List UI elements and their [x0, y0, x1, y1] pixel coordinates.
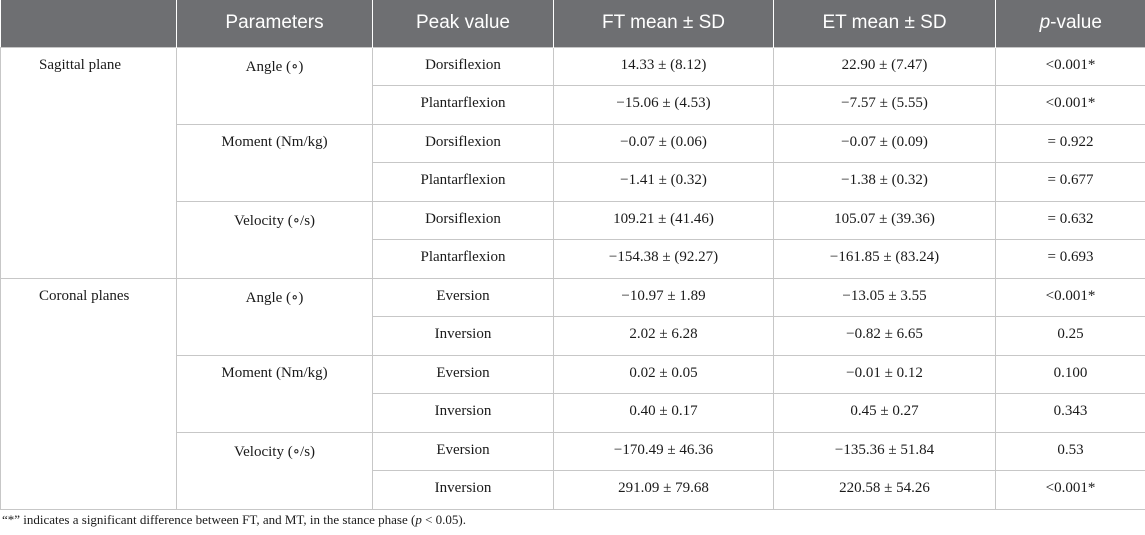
p-value-cell: = 0.632	[995, 200, 1145, 240]
group-label: Sagittal plane	[0, 46, 177, 279]
footnote-p-italic: p	[415, 512, 422, 527]
p-value-cell: <0.001*	[995, 46, 1145, 86]
header-p-rest: -value	[1050, 12, 1102, 34]
table-row: Inversion 291.09 ± 79.68 220.58 ± 54.26 <0.…	[1, 470, 1145, 510]
ft-mean-sd-cell: 109.21 ± (41.46)	[553, 200, 774, 240]
header-row: Parameters Peak value FT mean ± SD ET me…	[0, 0, 1145, 47]
ft-mean-sd-cell: 14.33 ± (8.12)	[553, 46, 774, 86]
results-table: Parameters Peak value FT mean ± SD ET me…	[0, 0, 1145, 510]
table-row: Velocity (∘/s) Dorsiflexion 109.21 ± (41.4…	[1, 200, 1145, 279]
ft-mean-sd-cell: 291.09 ± 79.68	[553, 470, 774, 510]
et-mean-sd-cell: −0.82 ± 6.65	[773, 316, 996, 356]
table-row: Inversion 2.02 ± 6.28 −0.82 ± 6.65 0.25	[1, 316, 1145, 356]
et-mean-sd-cell: −161.85 ± (83.24)	[773, 239, 996, 279]
peak-value-cell: Plantarflexion	[372, 239, 554, 279]
table-row: Plantarflexion −154.38 ± (92.27) −161.85 ±…	[1, 239, 1145, 279]
parameter-label: Moment (Nm/kg)	[176, 354, 373, 433]
p-value-cell: = 0.922	[995, 123, 1145, 163]
table-row: Moment (Nm/kg) Eversion 0.02 ± 0.05 −0.01 ±…	[1, 354, 1145, 433]
peak-value-cell: Eversion	[372, 277, 554, 317]
parameter-label: Velocity (∘/s)	[176, 431, 373, 510]
p-value-cell: <0.001*	[995, 470, 1145, 510]
peak-value-cell: Inversion	[372, 316, 554, 356]
header-p-value: p-value	[995, 0, 1145, 47]
p-value-cell: <0.001*	[995, 277, 1145, 317]
table-row: Coronal planes Angle (∘) Eversion −10.97 ± …	[0, 277, 1145, 510]
parameter-label: Moment (Nm/kg)	[176, 123, 373, 202]
table-body: Sagittal plane Angle (∘) Dorsiflexion 14.33…	[0, 46, 1145, 510]
ft-mean-sd-cell: −154.38 ± (92.27)	[553, 239, 774, 279]
ft-mean-sd-cell: −170.49 ± 46.36	[553, 431, 774, 471]
ft-mean-sd-cell: −15.06 ± (4.53)	[553, 85, 774, 125]
et-mean-sd-cell: 0.45 ± 0.27	[773, 393, 996, 433]
et-mean-sd-cell: −7.57 ± (5.55)	[773, 85, 996, 125]
p-value-cell: 0.53	[995, 431, 1145, 471]
table-row: Velocity (∘/s) Eversion −170.49 ± 46.36 −13…	[1, 431, 1145, 510]
p-value-cell: 0.100	[995, 354, 1145, 394]
et-mean-sd-cell: 220.58 ± 54.26	[773, 470, 996, 510]
table-row: Plantarflexion −15.06 ± (4.53) −7.57 ± (5.…	[1, 85, 1145, 125]
p-value-cell: 0.343	[995, 393, 1145, 433]
table-footnote: “*” indicates a significant difference b…	[2, 512, 466, 528]
p-value-cell: <0.001*	[995, 85, 1145, 125]
p-value-cell: = 0.677	[995, 162, 1145, 202]
p-value-cell: = 0.693	[995, 239, 1145, 279]
et-mean-sd-cell: 22.90 ± (7.47)	[773, 46, 996, 86]
parameter-label: Angle (∘)	[176, 46, 373, 125]
p-value-cell: 0.25	[995, 316, 1145, 356]
footnote-text-after: < 0.05).	[421, 512, 466, 527]
table-row: Plantarflexion −1.41 ± (0.32) −1.38 ± (0.3…	[1, 162, 1145, 202]
et-mean-sd-cell: −0.01 ± 0.12	[773, 354, 996, 394]
peak-value-cell: Dorsiflexion	[372, 46, 554, 86]
ft-mean-sd-cell: 0.40 ± 0.17	[553, 393, 774, 433]
peak-value-cell: Inversion	[372, 393, 554, 433]
header-parameters: Parameters	[176, 0, 373, 47]
peak-value-cell: Plantarflexion	[372, 162, 554, 202]
ft-mean-sd-cell: −0.07 ± (0.06)	[553, 123, 774, 163]
ft-mean-sd-cell: −10.97 ± 1.89	[553, 277, 774, 317]
peak-value-cell: Eversion	[372, 354, 554, 394]
et-mean-sd-cell: −13.05 ± 3.55	[773, 277, 996, 317]
header-blank	[0, 0, 177, 47]
parameter-label: Velocity (∘/s)	[176, 200, 373, 279]
peak-value-cell: Plantarflexion	[372, 85, 554, 125]
table-header: Parameters Peak value FT mean ± SD ET me…	[0, 0, 1145, 47]
peak-value-cell: Eversion	[372, 431, 554, 471]
ft-mean-sd-cell: 2.02 ± 6.28	[553, 316, 774, 356]
parameter-label: Angle (∘)	[176, 277, 373, 356]
peak-value-cell: Dorsiflexion	[372, 123, 554, 163]
header-ft-mean-sd: FT mean ± SD	[553, 0, 774, 47]
header-peak-value: Peak value	[372, 0, 554, 47]
et-mean-sd-cell: −1.38 ± (0.32)	[773, 162, 996, 202]
ft-mean-sd-cell: 0.02 ± 0.05	[553, 354, 774, 394]
footnote-text-before: “*” indicates a significant difference b…	[2, 512, 416, 527]
et-mean-sd-cell: −0.07 ± (0.09)	[773, 123, 996, 163]
peak-value-cell: Inversion	[372, 470, 554, 510]
header-p-italic: p	[1039, 12, 1051, 34]
et-mean-sd-cell: −135.36 ± 51.84	[773, 431, 996, 471]
header-et-mean-sd: ET mean ± SD	[773, 0, 996, 47]
ft-mean-sd-cell: −1.41 ± (0.32)	[553, 162, 774, 202]
peak-value-cell: Dorsiflexion	[372, 200, 554, 240]
table-row: Moment (Nm/kg) Dorsiflexion −0.07 ± (0.06)…	[1, 123, 1145, 202]
group-label: Coronal planes	[0, 277, 177, 510]
et-mean-sd-cell: 105.07 ± (39.36)	[773, 200, 996, 240]
table-row: Sagittal plane Angle (∘) Dorsiflexion 14.33…	[0, 46, 1145, 279]
